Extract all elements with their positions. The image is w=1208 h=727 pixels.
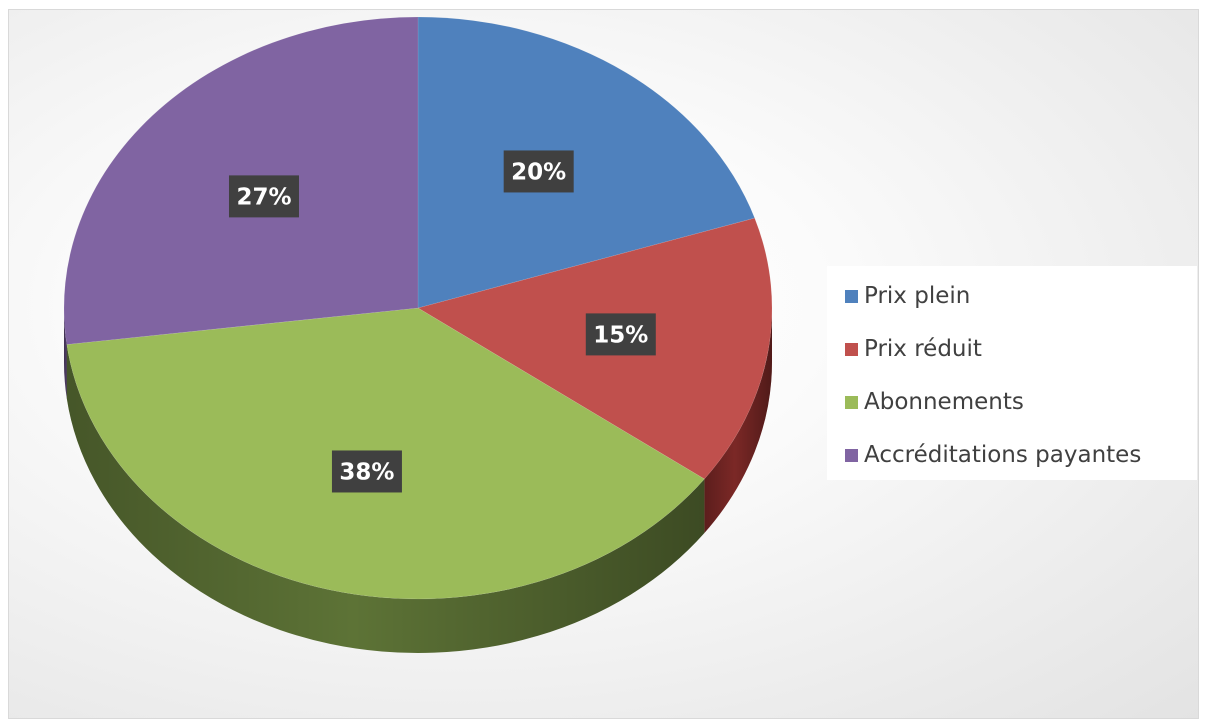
pie-slice-side-shade-3 <box>66 344 705 654</box>
legend-label: Abonnements <box>864 389 1024 415</box>
pie-chart: 20% 15% 38% 27% <box>63 16 773 654</box>
pie-data-labels: 20% 15% 38% 27% <box>228 150 656 493</box>
pie-slice-side-shade-2 <box>704 308 772 534</box>
pie-sides <box>64 308 772 654</box>
legend-label: Accréditations payantes <box>864 442 1142 468</box>
data-label-box <box>585 313 656 356</box>
data-label-box <box>331 450 402 493</box>
legend: Prix plein Prix réduit Abonnements Accrédit… <box>827 266 1197 480</box>
pie-slice-1[interactable] <box>417 16 756 309</box>
legend-item: Accréditations payantes <box>845 440 1141 470</box>
data-label-text: 15% <box>593 322 648 348</box>
legend-item: Prix réduit <box>845 334 982 364</box>
data-label-4: 27% <box>228 175 299 218</box>
legend-swatch <box>845 289 858 303</box>
legend-swatch <box>845 448 858 462</box>
data-label-2: 15% <box>585 313 656 356</box>
legend-swatch <box>845 395 858 409</box>
data-label-text: 27% <box>236 184 291 210</box>
chart-area: 20% 15% 38% 27% Prix plein Prix réduit Abonne… <box>8 9 1199 719</box>
legend-swatch <box>845 342 858 356</box>
data-label-text: 20% <box>511 159 566 185</box>
data-label-3: 38% <box>331 450 402 493</box>
data-label-box <box>503 150 574 193</box>
data-label-box <box>228 175 299 218</box>
legend-item: Prix plein <box>845 281 970 311</box>
legend-label: Prix réduit <box>864 336 982 362</box>
pie-tops <box>63 16 773 600</box>
pie-slice-side-shade-4 <box>64 308 67 399</box>
data-label-text: 38% <box>339 459 394 485</box>
legend-label: Prix plein <box>864 283 971 309</box>
legend-item: Abonnements <box>845 387 1024 417</box>
data-label-1: 20% <box>503 150 574 193</box>
